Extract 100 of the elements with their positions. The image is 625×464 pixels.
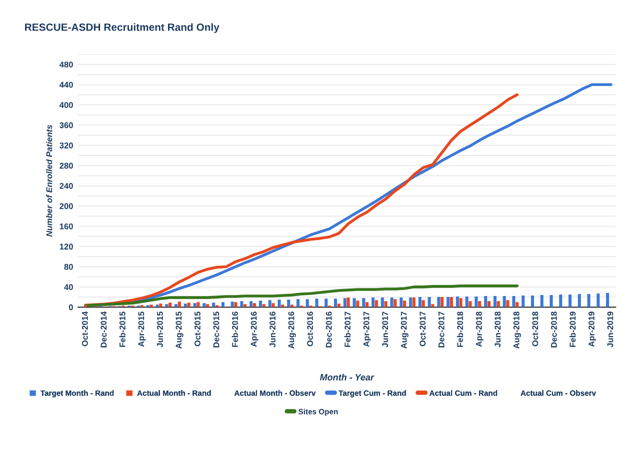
bar (287, 300, 290, 308)
bar (530, 296, 534, 308)
bar (206, 304, 210, 308)
x-tick-label: Feb-2016 (232, 312, 238, 347)
bar (272, 303, 275, 308)
bar (380, 298, 384, 308)
x-tick-label: Feb-2018 (456, 312, 464, 347)
x-tick-label: Apr-2016 (250, 312, 258, 347)
bar (587, 294, 590, 308)
bar (568, 294, 572, 308)
y-tick-label: 240 (60, 182, 73, 189)
bar (459, 298, 462, 308)
bar (522, 296, 525, 308)
bar (465, 296, 468, 308)
bar (456, 296, 459, 308)
bar (374, 300, 378, 308)
y-tick-label: 160 (60, 223, 73, 230)
bar (516, 302, 519, 308)
x-axis-title: Month - Year (320, 374, 374, 380)
bar (502, 296, 506, 308)
bar (540, 295, 544, 308)
bar (252, 303, 256, 308)
x-tick-label: Apr-2015 (138, 312, 146, 347)
y-tick-label: 480 (59, 62, 73, 68)
bar (384, 301, 388, 308)
x-tick-label: Oct-2016 (307, 312, 313, 346)
line-series (84, 284, 519, 308)
bar (356, 300, 360, 308)
y-tick-label: 40 (64, 284, 73, 290)
bar (400, 298, 403, 308)
bar (165, 304, 168, 308)
chart-title: RESCUE-ASDH Recruitment Rand Only (25, 23, 220, 33)
bar (268, 300, 272, 308)
x-tick-label: Dec-2017 (438, 312, 444, 348)
bar (306, 299, 309, 308)
bar (487, 301, 491, 308)
bar (230, 302, 234, 308)
bar (178, 302, 181, 308)
y-tick-label: 320 (60, 142, 73, 148)
bar (168, 302, 172, 308)
bar (174, 304, 178, 308)
bar (450, 297, 453, 308)
bar (212, 302, 216, 308)
x-tick-label: Aug-2016 (288, 312, 296, 349)
bar (440, 297, 444, 308)
bar (234, 302, 238, 308)
x-tick-label: Feb-2015 (119, 312, 126, 347)
bar (187, 302, 190, 308)
bar (484, 296, 488, 308)
x-tick-label: Jun-2016 (270, 312, 276, 348)
bar (150, 304, 153, 308)
bar (362, 298, 366, 308)
x-tick-label: Jun-2017 (382, 312, 388, 348)
x-tick-label: Oct-2018 (532, 312, 538, 346)
bar (250, 301, 253, 308)
y-tick-label: 400 (59, 102, 73, 108)
x-tick-label: Jun-2019 (607, 312, 614, 348)
bar (196, 302, 200, 308)
bar (346, 298, 350, 308)
bar (262, 304, 266, 308)
y-tick-label: 80 (64, 264, 73, 270)
x-tick-label: Dec-2014 (100, 311, 107, 348)
x-tick-label: Oct-2015 (194, 312, 200, 346)
bar (496, 301, 500, 308)
bar (559, 294, 562, 308)
bar (506, 300, 510, 308)
y-tick-label: 120 (60, 244, 73, 250)
x-tick-label: Aug-2018 (513, 312, 522, 349)
x-tick-label: Feb-2019 (570, 312, 576, 347)
bar (493, 296, 497, 308)
bar (352, 298, 356, 308)
bar (337, 304, 340, 308)
x-tick-label: Aug-2017 (400, 312, 408, 349)
x-tick-label: Aug-2015 (176, 312, 184, 349)
y-tick-label: 280 (60, 162, 73, 169)
bar (258, 300, 262, 308)
bar (474, 296, 478, 308)
bar (403, 300, 406, 308)
bar (202, 303, 206, 308)
line-series (84, 93, 519, 307)
bar (578, 294, 581, 308)
x-tick-label: Jun-2015 (157, 312, 163, 348)
bar (343, 298, 346, 308)
bar (422, 300, 425, 308)
bar (184, 304, 187, 308)
y-tick-label: 440 (59, 82, 73, 88)
x-tick-label: Dec-2018 (550, 312, 557, 348)
bar (296, 299, 300, 308)
bar (431, 304, 434, 308)
bar (290, 304, 294, 308)
bar (324, 298, 328, 308)
bar (281, 304, 284, 308)
bar (159, 304, 162, 308)
bar (478, 301, 482, 308)
bar (446, 297, 450, 308)
bar (412, 298, 416, 308)
x-tick-label: Dec-2016 (326, 312, 332, 348)
bar (372, 298, 375, 308)
bar (418, 297, 422, 308)
y-tick-label: 200 (60, 203, 73, 210)
